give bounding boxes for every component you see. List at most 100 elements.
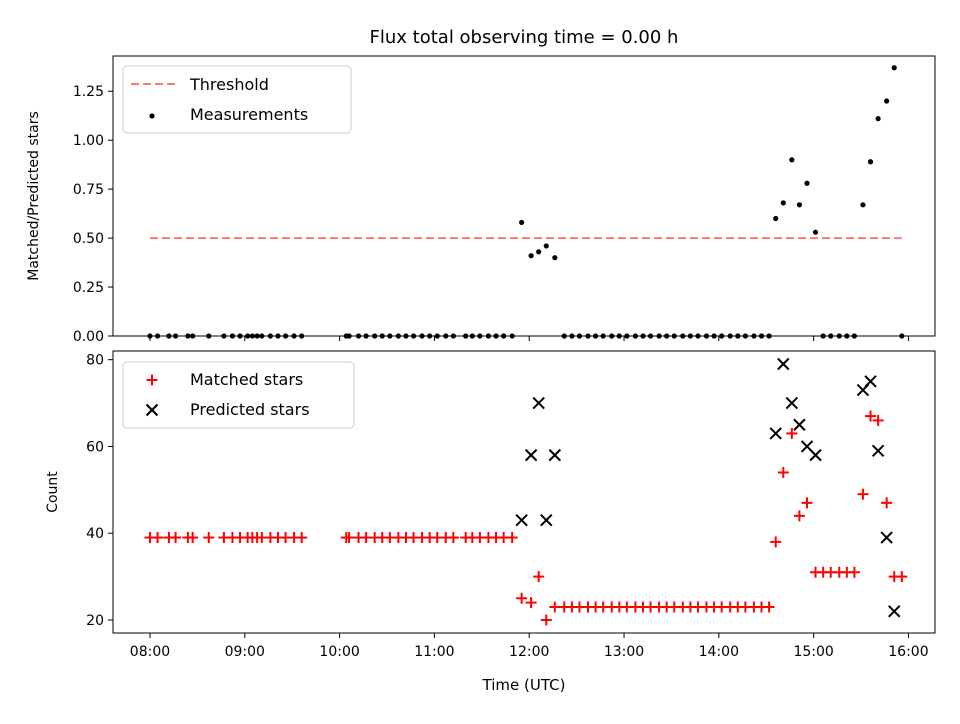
bottom-x-tick-label: 15:00	[793, 644, 833, 660]
top-legend: Threshold Measurements	[122, 65, 352, 134]
matched-star-point	[777, 466, 789, 478]
measurement-point	[875, 116, 881, 122]
bottom-x-axis-label: Time (UTC)	[482, 676, 566, 694]
matched-star-point	[896, 571, 908, 583]
measurement-point	[543, 243, 549, 249]
bottom-y-tick-label: 40	[86, 526, 104, 542]
measurement-point	[536, 249, 542, 255]
bottom-axes-frame	[112, 350, 936, 634]
predicted-star-point	[864, 375, 877, 388]
matched-star-point	[343, 532, 355, 544]
top-y-tick-label: 0.25	[73, 280, 104, 296]
matched-star-point	[872, 414, 884, 426]
matched-star-point	[187, 532, 199, 544]
measurement-point	[867, 159, 874, 165]
matched-star-point	[848, 566, 860, 578]
bottom-panel: Count Time (UTC) 20 40 60 80 08:00 09:00 10:0…	[45, 350, 936, 694]
top-y-tick-label: 0.75	[73, 182, 104, 198]
predicted-star-point	[785, 396, 799, 410]
predicted-star-point	[540, 513, 553, 527]
bottom-x-tick-label: 11:00	[414, 644, 454, 660]
bottom-y-tick-label: 80	[86, 353, 104, 369]
measurement-point	[891, 65, 897, 71]
predicted-star-point	[880, 531, 893, 544]
legend-predicted-swatch	[145, 403, 159, 417]
measurement-point	[789, 157, 795, 163]
bottom-x-tick-label: 16:00	[888, 644, 928, 660]
matched-star-point	[857, 488, 869, 500]
matched-star-point	[801, 497, 813, 509]
legend-measurements-swatch	[149, 113, 155, 119]
matched-star-point	[540, 614, 552, 626]
bottom-x-tick-label: 09:00	[225, 644, 265, 660]
predicted-star-point	[515, 513, 528, 527]
legend-predicted-label: Predicted stars	[190, 400, 310, 419]
measurement-point	[812, 229, 819, 235]
measurement-point	[796, 202, 803, 208]
top-legend-box	[122, 65, 352, 134]
predicted-star-point	[548, 448, 562, 462]
top-x-ticks	[149, 336, 909, 341]
measurement-point	[519, 219, 525, 226]
legend-threshold-label: Threshold	[189, 75, 269, 94]
matched-star-point	[763, 601, 775, 613]
matched-star-point	[770, 536, 782, 548]
matched-star-point	[786, 427, 798, 439]
matched-star-point	[533, 571, 545, 583]
legend-measurements-label: Measurements	[190, 105, 308, 124]
predicted-star-point	[888, 605, 901, 618]
top-axes-frame	[112, 55, 936, 337]
measurement-point	[552, 255, 558, 261]
legend-matched-swatch	[146, 374, 158, 386]
measurement-point	[773, 215, 779, 222]
predicted-star-point	[769, 427, 782, 440]
matched-star-point	[525, 597, 537, 609]
matched-star-point	[793, 510, 805, 522]
top-panel: Flux total observing time = 0.00 h Match…	[26, 27, 936, 345]
matched-star-point	[447, 532, 459, 544]
matched-star-point	[170, 532, 182, 544]
bottom-y-tick-label: 60	[86, 439, 104, 455]
top-y-tick-label: 0.50	[73, 231, 104, 247]
matched-star-point	[865, 410, 877, 422]
top-y-tick-label: 0.00	[73, 329, 104, 345]
matched-star-point	[881, 497, 893, 509]
predicted-star-point	[532, 396, 545, 410]
top-y-axis-label: Matched/Predicted stars	[26, 111, 42, 281]
legend-matched-label: Matched stars	[190, 370, 303, 389]
bottom-x-ticks: 08:00 09:00 10:00 11:00 12:00 13:00 14:00 15:00…	[130, 633, 929, 660]
matched-star-point	[152, 532, 164, 544]
bottom-x-tick-label: 12:00	[509, 644, 549, 660]
measurement-point	[780, 200, 786, 206]
top-y-tick-label: 1.25	[73, 84, 104, 100]
bottom-x-tick-label: 10:00	[319, 644, 359, 660]
top-chart-title: Flux total observing time = 0.00 h	[370, 27, 679, 48]
predicted-star-point	[793, 418, 806, 431]
bottom-legend-box	[122, 361, 355, 429]
bottom-y-tick-label: 20	[86, 613, 104, 629]
measurement-point	[528, 253, 534, 259]
measurement-point	[804, 180, 810, 186]
matched-star-point	[296, 532, 308, 544]
measurement-point	[884, 98, 890, 104]
bottom-x-tick-label: 14:00	[699, 644, 739, 660]
matched-star-point	[516, 592, 528, 604]
top-y-tick-label: 1.00	[73, 133, 104, 149]
bottom-plot-area	[144, 357, 908, 626]
matched-star-point	[203, 532, 215, 544]
bottom-x-tick-label: 13:00	[604, 644, 644, 660]
predicted-star-point	[871, 444, 885, 457]
bottom-y-axis-label: Count	[45, 471, 61, 513]
bottom-legend: Matched stars Predicted stars	[122, 361, 355, 429]
predicted-star-point	[524, 448, 538, 462]
bottom-y-ticks: 20 40 60 80	[86, 353, 113, 629]
top-y-ticks: 0.00 0.25 0.50 0.75 1.00 1.25	[73, 84, 113, 345]
matched-star-point	[506, 532, 518, 544]
matched-star-point	[549, 601, 561, 613]
measurement-point	[860, 202, 866, 208]
predicted-star-point	[777, 357, 790, 371]
bottom-x-tick-label: 08:00	[130, 644, 170, 660]
predicted-star-point	[809, 448, 822, 462]
